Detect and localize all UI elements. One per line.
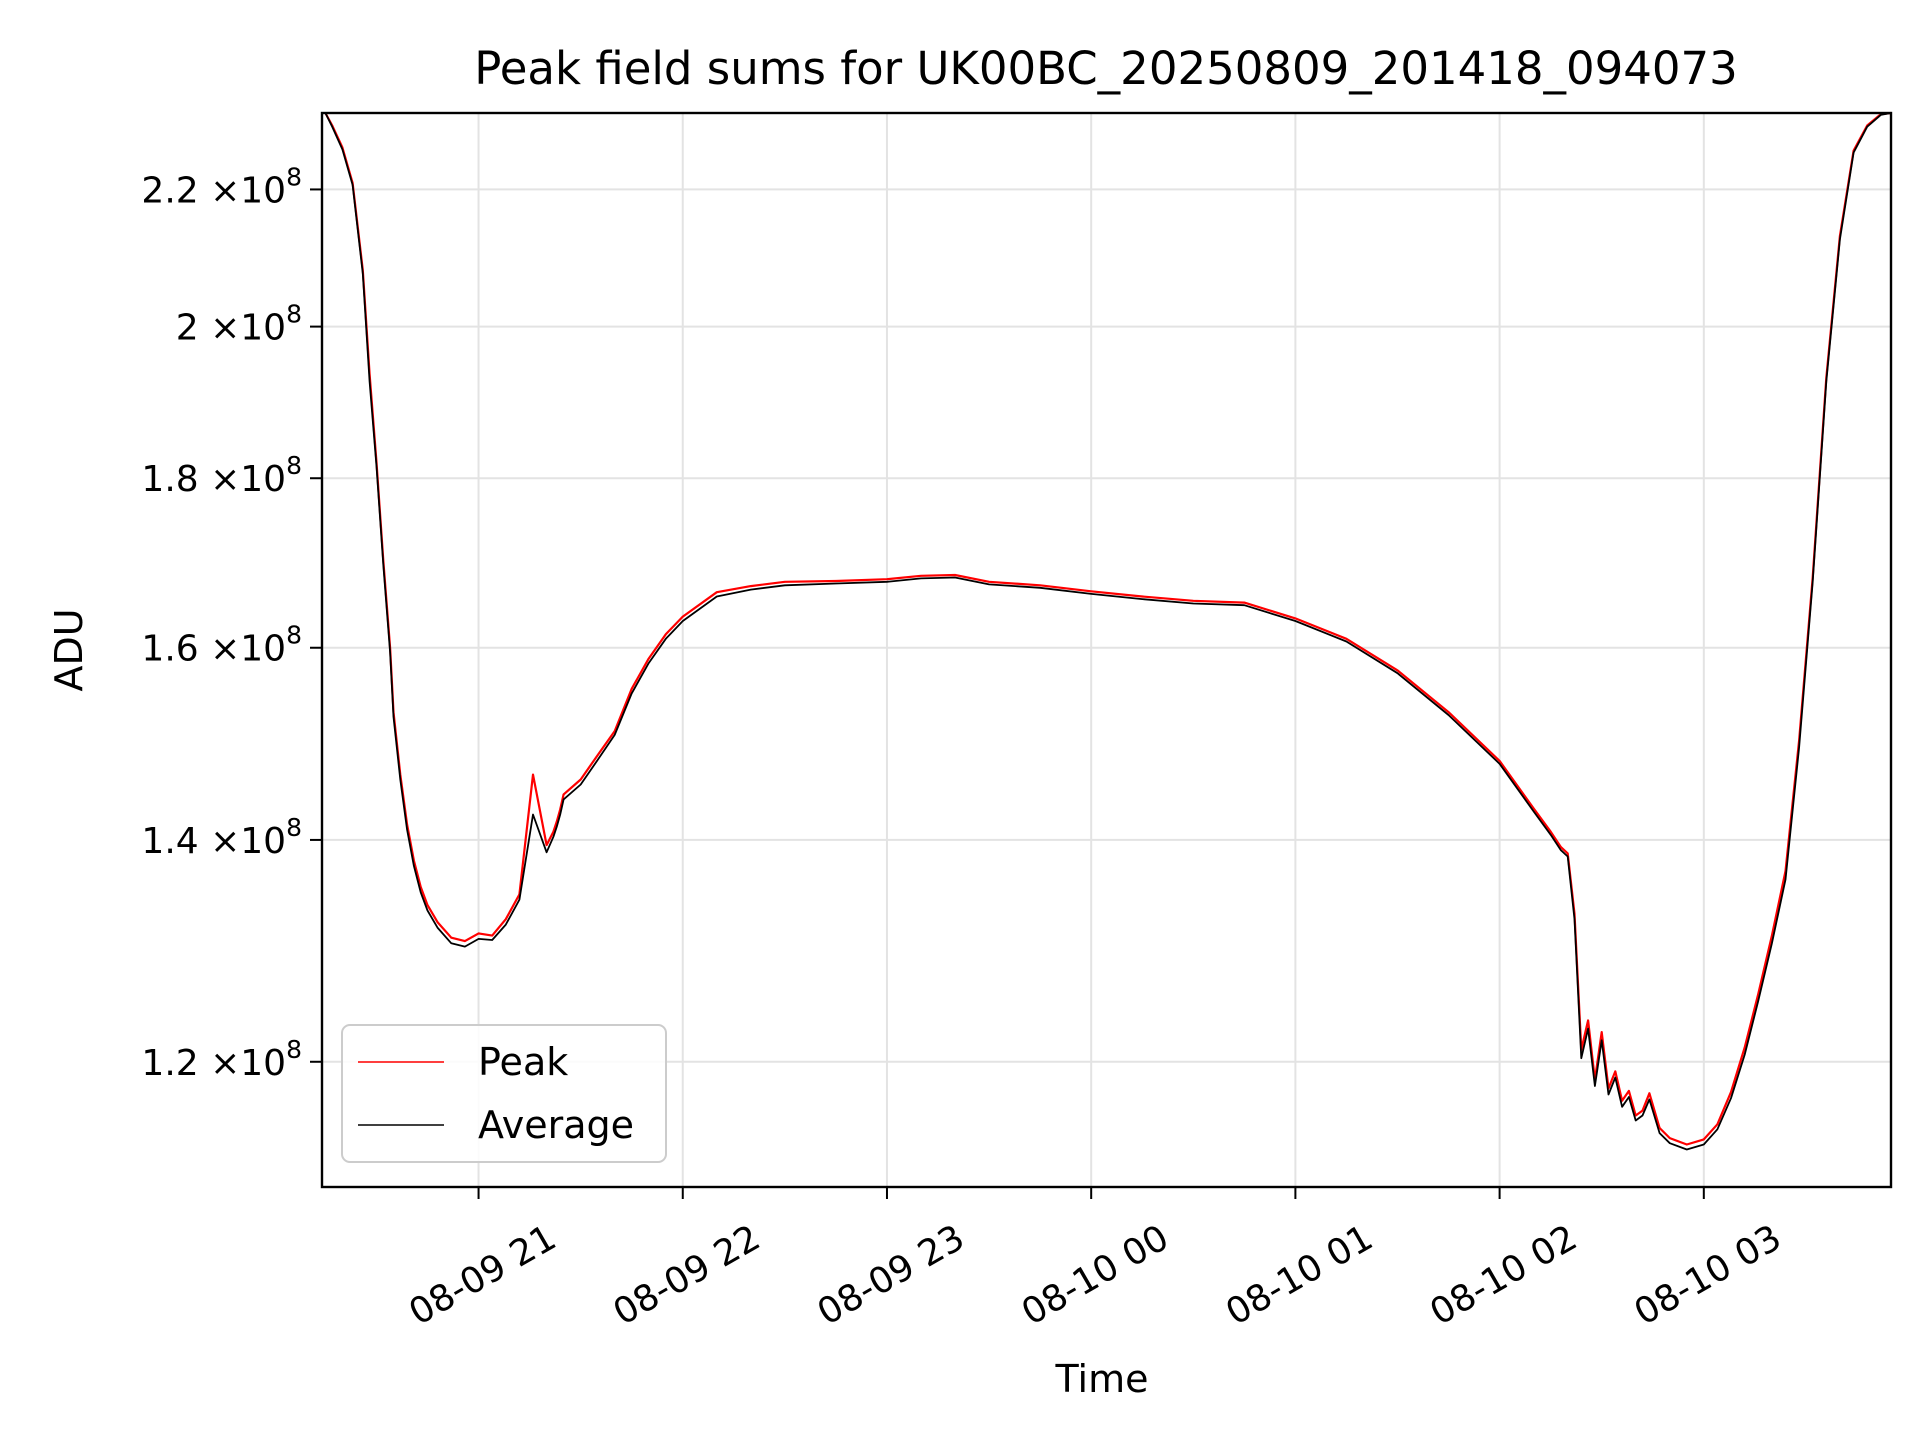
y-axis-label: ADU: [47, 608, 91, 691]
y-tick-label: 1.8 ×108: [141, 451, 302, 500]
y-tick-label: 1.6 ×108: [141, 621, 302, 670]
y-tick-label: 2 ×108: [176, 300, 302, 349]
plot-background: [322, 113, 1891, 1187]
y-tick-label: 1.4 ×108: [141, 813, 302, 862]
x-gridlines: [477, 113, 1705, 1187]
legend: Peak Average: [341, 1024, 667, 1163]
series-line-average: [324, 112, 1892, 1151]
legend-box: [341, 1024, 667, 1163]
legend-label-average: Average: [478, 1103, 634, 1147]
y-axis-ticks: 1.2 ×108 1.4 ×108 1.6 ×108 1.8 ×108 2 ×108 2.…: [141, 162, 322, 1084]
chart-title: Peak field sums for UK00BC_20250809_2014…: [474, 42, 1738, 95]
plot-area: [320, 111, 1893, 1189]
legend-label-peak: Peak: [478, 1040, 568, 1084]
plot-frame: [320, 111, 1893, 1189]
y-tick-label: 2.2 ×108: [141, 162, 302, 211]
y-tick-label: 1.2 ×108: [141, 1035, 302, 1084]
series-line-peak: [324, 111, 1892, 1146]
series-layer: [324, 111, 1892, 1151]
x-axis-label: Time: [1055, 1357, 1149, 1401]
